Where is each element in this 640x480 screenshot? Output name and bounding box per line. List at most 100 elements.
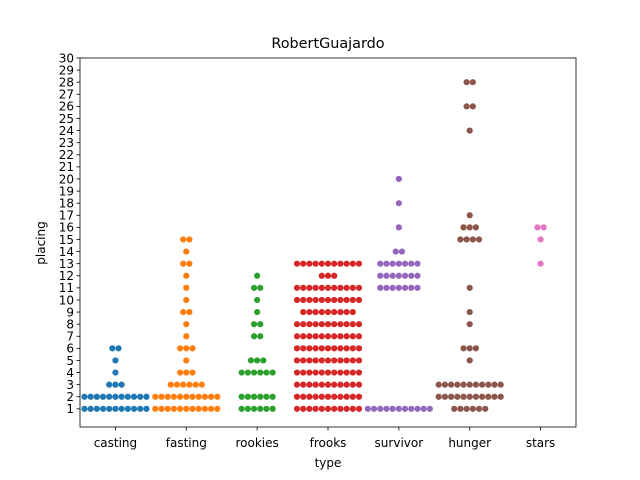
data-point-fasting [176,369,184,376]
data-point-survivor [401,272,409,279]
x-tick-label-fasting: fasting [166,436,207,450]
data-point-casting [115,345,122,352]
data-point-hunger [475,236,483,243]
data-point-frooks [318,296,325,304]
data-point-fasting [186,236,193,243]
y-axis: 1234567891011121314151617181920212223242… [59,51,80,416]
data-point-fasting [183,345,190,352]
data-point-frooks [324,321,332,328]
data-point-casting [143,405,150,412]
data-point-rookies [263,405,270,412]
data-point-rookies [238,393,245,400]
data-point-frooks [331,284,338,291]
data-point-casting [112,405,119,412]
data-point-hunger [441,381,449,388]
data-point-rookies [254,357,261,364]
data-point-frooks [349,333,356,340]
y-tick-label: 14 [59,245,74,259]
data-point-fasting [183,248,190,255]
data-point-casting [112,393,119,400]
data-point-frooks [306,284,313,291]
data-point-frooks [324,357,332,364]
data-point-frooks [318,381,325,388]
data-point-frooks [355,260,363,267]
data-point-rookies [254,272,261,279]
data-point-rookies [254,296,261,304]
data-point-casting [81,393,88,400]
data-point-survivor [370,405,378,412]
data-point-hunger [441,393,449,400]
data-point-frooks [324,308,332,316]
data-point-rookies [244,393,251,400]
chart-title: RobertGuajardo [271,36,384,52]
data-point-casting [137,393,144,400]
data-point-fasting [180,381,187,388]
data-point-hunger [448,393,455,400]
data-point-fasting [176,393,184,400]
data-point-casting [93,393,100,400]
data-point-frooks [355,333,363,340]
data-point-hunger [466,321,473,328]
data-point-frooks [343,296,350,304]
data-point-casting [109,345,116,352]
data-point-frooks [306,405,313,412]
data-point-frooks [306,381,313,388]
y-tick-label: 3 [66,378,74,392]
data-point-fasting [201,393,208,400]
data-point-hunger [466,308,473,316]
data-point-fasting [158,393,165,400]
data-point-rookies [263,393,270,400]
data-point-casting [87,405,94,412]
data-point-fasting [198,381,205,388]
data-point-hunger [448,381,455,388]
x-tick-label-stars: stars [526,436,556,450]
data-point-survivor [395,272,402,279]
data-point-frooks [306,357,313,364]
data-point-fasting [189,405,196,412]
points-layer [81,79,547,412]
data-point-fasting [180,260,187,267]
data-point-survivor [389,284,396,291]
data-point-frooks [324,260,332,267]
data-point-rookies [257,333,264,340]
data-point-casting [124,393,131,400]
data-point-hunger [463,79,470,86]
data-point-rookies [238,369,245,376]
data-point-frooks [331,357,338,364]
data-point-hunger [491,381,498,388]
data-point-fasting [152,405,159,412]
data-point-hunger [460,345,467,352]
data-point-frooks [343,321,350,328]
data-point-survivor [414,284,421,291]
data-point-survivor [383,272,390,279]
data-point-fasting [214,393,221,400]
data-point-rookies [244,405,251,412]
data-point-survivor [414,272,421,279]
data-point-frooks [349,321,356,328]
data-point-frooks [355,345,363,352]
data-point-frooks [293,357,301,364]
data-point-frooks [324,393,332,400]
data-point-hunger [435,393,442,400]
data-point-rookies [250,284,258,291]
data-point-survivor [377,260,384,267]
data-point-frooks [343,405,350,412]
data-point-frooks [355,321,363,328]
x-axis-label: type [315,456,342,470]
data-point-survivor [401,284,409,291]
data-point-survivor [414,405,421,412]
data-point-frooks [312,321,319,328]
y-tick-label: 27 [59,88,74,102]
data-point-frooks [324,345,332,352]
data-point-casting [106,405,113,412]
y-tick-label: 19 [59,184,74,198]
data-point-frooks [306,393,313,400]
y-tick-label: 8 [66,317,74,331]
y-axis-label: placing [34,221,48,264]
data-point-fasting [183,357,190,364]
data-point-frooks [300,345,307,352]
data-point-fasting [176,345,184,352]
data-point-fasting [183,333,190,340]
x-axis: casting fasting rookies frooks survivor hunge… [94,427,556,450]
data-point-hunger [497,393,504,400]
